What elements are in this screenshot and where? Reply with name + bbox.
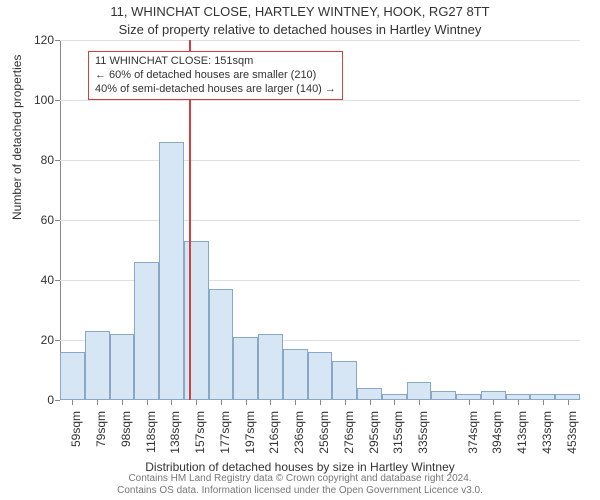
x-tick-label: 216sqm	[267, 411, 281, 461]
histogram-bar	[332, 361, 357, 400]
x-tick-label: 315sqm	[391, 411, 405, 461]
histogram-bar	[184, 241, 209, 400]
x-tick-mark	[171, 400, 172, 405]
marker-callout-line: ← 60% of detached houses are smaller (21…	[95, 69, 336, 83]
plot-area: 11 WHINCHAT CLOSE: 151sqm← 60% of detach…	[60, 40, 580, 400]
x-tick-mark	[97, 400, 98, 405]
x-tick-label: 433sqm	[540, 411, 554, 461]
histogram-bar	[283, 349, 308, 400]
y-tick-mark	[55, 340, 60, 341]
histogram-bar	[357, 388, 382, 400]
histogram-bar	[110, 334, 135, 400]
x-tick-label: 177sqm	[218, 411, 232, 461]
y-tick-label: 120	[24, 33, 54, 47]
y-axis-label: Number of detached properties	[10, 55, 24, 220]
x-tick-mark	[345, 400, 346, 405]
y-tick-mark	[55, 160, 60, 161]
x-tick-label: 118sqm	[144, 411, 158, 461]
x-tick-label: 138sqm	[168, 411, 182, 461]
y-tick-mark	[55, 400, 60, 401]
histogram-bar	[60, 352, 85, 400]
histogram-bar	[85, 331, 110, 400]
x-tick-mark	[196, 400, 197, 405]
histogram-bar	[258, 334, 283, 400]
y-tick-mark	[55, 280, 60, 281]
x-tick-mark	[147, 400, 148, 405]
x-tick-mark	[295, 400, 296, 405]
marker-callout-line: 40% of semi-detached houses are larger (…	[95, 83, 336, 97]
x-axis-label: Distribution of detached houses by size …	[0, 460, 600, 474]
histogram-bar	[407, 382, 432, 400]
y-tick-label: 60	[24, 213, 54, 227]
x-tick-mark	[493, 400, 494, 405]
x-tick-mark	[320, 400, 321, 405]
y-tick-label: 20	[24, 333, 54, 347]
y-tick-mark	[55, 40, 60, 41]
chart-container: 11, WHINCHAT CLOSE, HARTLEY WINTNEY, HOO…	[0, 0, 600, 500]
histogram-bar	[431, 391, 456, 400]
histogram-bar	[134, 262, 159, 400]
y-tick-mark	[55, 220, 60, 221]
x-tick-label: 413sqm	[515, 411, 529, 461]
grid-line	[60, 40, 580, 41]
x-tick-label: 157sqm	[193, 411, 207, 461]
x-tick-label: 276sqm	[342, 411, 356, 461]
y-tick-mark	[55, 100, 60, 101]
y-tick-label: 0	[24, 393, 54, 407]
credit-text: Contains HM Land Registry data © Crown c…	[0, 473, 600, 496]
x-tick-label: 394sqm	[490, 411, 504, 461]
x-tick-label: 59sqm	[69, 411, 83, 461]
x-tick-mark	[221, 400, 222, 405]
x-tick-label: 335sqm	[416, 411, 430, 461]
x-tick-mark	[419, 400, 420, 405]
x-tick-label: 453sqm	[565, 411, 579, 461]
x-tick-mark	[543, 400, 544, 405]
x-tick-label: 98sqm	[119, 411, 133, 461]
grid-line	[60, 220, 580, 221]
histogram-bar	[209, 289, 234, 400]
x-tick-mark	[122, 400, 123, 405]
marker-callout-line: 11 WHINCHAT CLOSE: 151sqm	[95, 55, 336, 69]
x-tick-mark	[246, 400, 247, 405]
x-tick-mark	[469, 400, 470, 405]
x-tick-label: 197sqm	[243, 411, 257, 461]
y-tick-label: 80	[24, 153, 54, 167]
y-tick-label: 40	[24, 273, 54, 287]
x-tick-mark	[72, 400, 73, 405]
histogram-bar	[159, 142, 184, 400]
marker-callout: 11 WHINCHAT CLOSE: 151sqm← 60% of detach…	[88, 51, 343, 100]
x-tick-label: 256sqm	[317, 411, 331, 461]
y-tick-label: 100	[24, 93, 54, 107]
chart-subtitle: Size of property relative to detached ho…	[0, 22, 600, 37]
grid-line	[60, 160, 580, 161]
x-tick-mark	[370, 400, 371, 405]
x-tick-label: 295sqm	[367, 411, 381, 461]
credit-line-1: Contains HM Land Registry data © Crown c…	[128, 473, 471, 484]
x-tick-label: 374sqm	[466, 411, 480, 461]
x-tick-mark	[568, 400, 569, 405]
chart-title: 11, WHINCHAT CLOSE, HARTLEY WINTNEY, HOO…	[0, 4, 600, 19]
histogram-bar	[481, 391, 506, 400]
x-tick-mark	[270, 400, 271, 405]
x-tick-mark	[394, 400, 395, 405]
histogram-bar	[233, 337, 258, 400]
histogram-bar	[308, 352, 333, 400]
x-tick-label: 236sqm	[292, 411, 306, 461]
credit-line-2: Contains OS data. Information licensed u…	[117, 485, 483, 496]
x-tick-label: 79sqm	[94, 411, 108, 461]
x-tick-mark	[518, 400, 519, 405]
